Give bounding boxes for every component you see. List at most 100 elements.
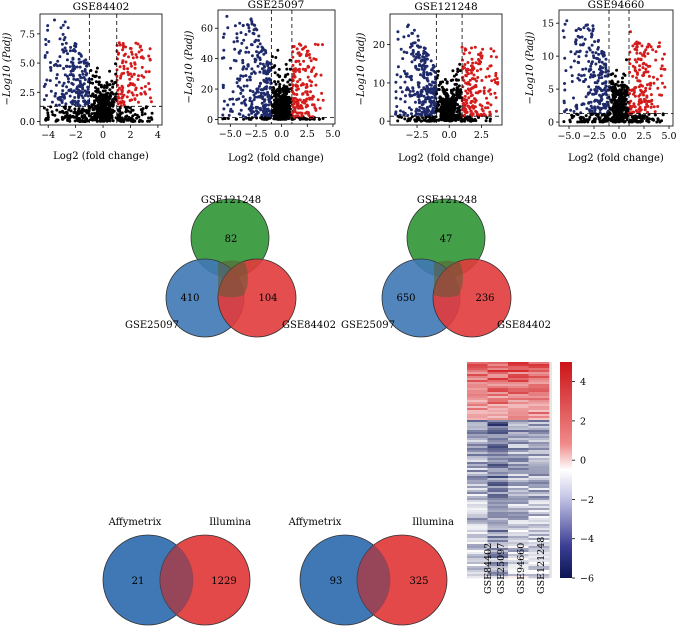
heatmap-cell — [508, 390, 529, 393]
data-point — [49, 89, 53, 93]
data-point — [72, 48, 76, 51]
heatmap-cell — [467, 568, 488, 571]
data-point — [629, 107, 633, 111]
data-point — [246, 23, 250, 27]
heatmap-cell — [487, 524, 509, 527]
data-point — [646, 104, 650, 108]
data-point — [293, 106, 297, 110]
data-point — [394, 96, 398, 100]
data-point — [411, 50, 415, 54]
heatmap-cell — [508, 408, 529, 411]
heatmap-cell — [467, 386, 488, 389]
data-point — [579, 115, 583, 119]
data-point — [609, 98, 613, 102]
data-point — [297, 59, 301, 63]
venn-count-affymetrix: 21 — [132, 576, 145, 587]
data-point — [628, 62, 632, 66]
data-point — [437, 118, 441, 122]
y-tick-label: 20 — [201, 85, 213, 96]
heatmap-cell — [467, 536, 488, 539]
data-point — [597, 60, 601, 64]
data-point — [407, 118, 411, 122]
heatmap-cell — [528, 402, 550, 405]
data-point — [411, 89, 415, 93]
heatmap-cell — [467, 362, 488, 365]
heatmap-cell — [508, 466, 529, 469]
heatmap-cell — [528, 414, 550, 417]
data-point — [121, 59, 125, 63]
data-point — [617, 84, 620, 88]
data-point — [53, 94, 57, 98]
heatmap-cell — [508, 472, 529, 475]
data-point — [235, 98, 239, 102]
data-point — [62, 67, 66, 70]
data-point — [116, 92, 120, 96]
heatmap-cell — [508, 458, 529, 461]
heatmap-cell — [508, 496, 529, 499]
data-point — [395, 73, 399, 77]
data-point — [587, 28, 591, 32]
heatmap-cell — [467, 516, 488, 519]
heatmap-cell — [487, 532, 509, 535]
heatmap-cell — [467, 442, 488, 445]
heatmap-col-label-3: GSE94660 — [516, 543, 527, 594]
data-point — [266, 114, 270, 118]
heatmap-cell — [487, 534, 509, 537]
data-point — [445, 115, 449, 119]
data-point — [621, 95, 625, 99]
y-axis-label: −Log10 (Padj) — [184, 30, 195, 103]
data-point — [401, 57, 405, 61]
data-point — [64, 49, 68, 53]
data-point — [434, 87, 438, 91]
heatmap-cell — [528, 386, 550, 389]
data-point — [246, 63, 250, 67]
data-point — [282, 91, 286, 95]
data-point — [70, 90, 74, 94]
colorbar-gradient — [560, 362, 572, 578]
points-layer — [42, 18, 154, 123]
data-point — [489, 47, 493, 51]
data-point — [492, 49, 496, 53]
heatmap-cell — [528, 462, 550, 465]
data-point — [130, 91, 134, 95]
y-axis-label: −Log10 (Padj) — [525, 31, 536, 104]
heatmap-cell — [508, 434, 529, 437]
data-point — [136, 78, 140, 81]
data-point — [147, 70, 151, 74]
data-point — [305, 103, 309, 107]
heatmap-cell — [487, 382, 509, 385]
venn-count-gse84402: 236 — [475, 293, 494, 304]
data-point — [602, 92, 605, 96]
data-point — [459, 88, 463, 92]
heatmap-cell — [467, 418, 488, 421]
heatmap-cell — [508, 404, 529, 407]
data-point — [620, 105, 624, 109]
data-point — [424, 119, 428, 123]
data-point — [562, 35, 566, 39]
heatmap-cell — [508, 482, 529, 485]
data-point — [140, 74, 144, 78]
data-point — [436, 69, 440, 73]
venn-label-gse84402: GSE84402 — [282, 320, 336, 331]
data-point — [244, 50, 248, 54]
data-point — [85, 64, 89, 68]
data-point — [294, 114, 298, 118]
data-point — [396, 30, 400, 34]
heatmap-cell — [528, 492, 550, 495]
heatmap-cell — [528, 374, 550, 377]
data-point — [612, 86, 616, 90]
data-point — [414, 118, 418, 122]
x-tick-label: −2.5 — [582, 131, 605, 142]
data-point — [281, 78, 285, 82]
heatmap-cell — [467, 520, 488, 523]
heatmap-cell — [487, 420, 509, 423]
data-point — [579, 43, 583, 47]
heatmap-cell — [528, 532, 550, 535]
heatmap-cell — [487, 384, 509, 387]
data-point — [624, 97, 628, 101]
data-point — [587, 60, 591, 63]
y-tick-label: 5 — [548, 85, 554, 96]
heatmap-cell — [487, 466, 509, 469]
heatmap-cell — [467, 494, 488, 497]
